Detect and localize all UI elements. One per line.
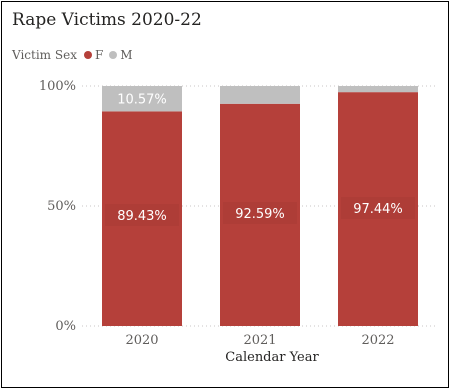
data-label: 97.44% [353, 202, 403, 217]
data-label: 92.59% [235, 207, 285, 222]
bar-m [220, 86, 300, 104]
bar-m [338, 86, 418, 93]
x-tick-label: 2020 [125, 333, 158, 348]
legend-title: Victim Sex [12, 48, 77, 62]
legend-item-f[interactable]: F [83, 48, 104, 62]
legend-swatch-m [109, 51, 118, 59]
chart-title: Rape Victims 2020-22 [12, 10, 202, 30]
x-tick-label: 2021 [243, 333, 276, 348]
legend-label-m: M [120, 48, 133, 62]
x-axis-title: Calendar Year [225, 350, 319, 365]
data-label-bg [223, 202, 297, 224]
legend: Victim Sex F M [12, 48, 139, 62]
y-tick-label: 0% [55, 319, 76, 334]
data-label: 89.43% [117, 209, 167, 224]
bar-m [102, 86, 182, 112]
legend-item-m[interactable]: M [109, 48, 133, 62]
y-tick-label: 50% [47, 199, 76, 214]
y-tick-label: 100% [39, 79, 76, 94]
data-label-bg [105, 204, 179, 226]
legend-label-f: F [94, 48, 104, 62]
legend-swatch-f [83, 51, 92, 59]
data-label-bg [341, 197, 415, 219]
data-label: 10.57% [117, 93, 167, 108]
x-tick-label: 2022 [361, 333, 394, 348]
